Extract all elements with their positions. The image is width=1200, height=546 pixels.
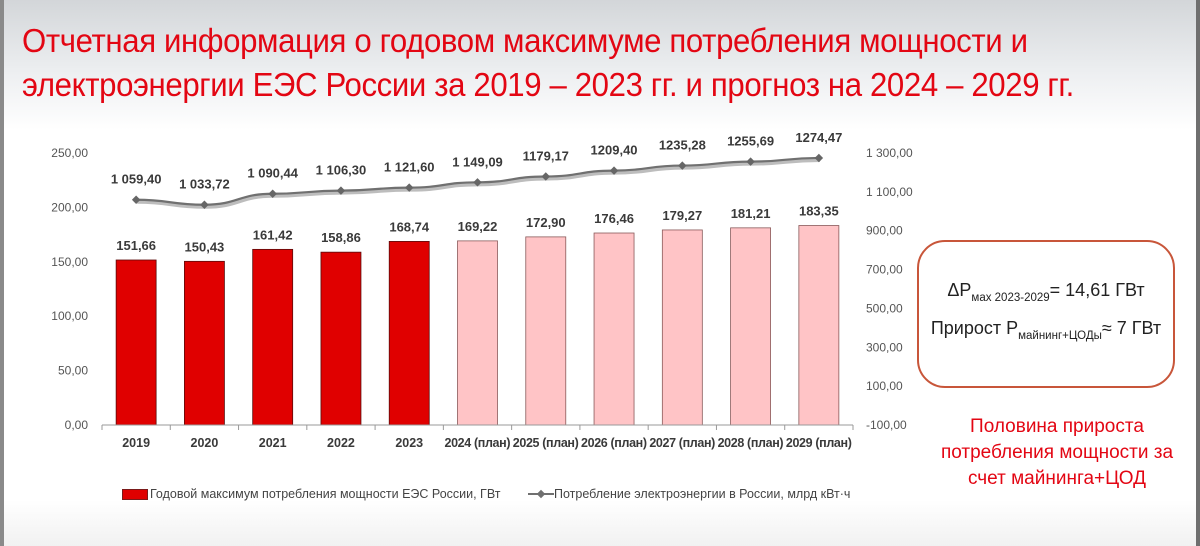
line-value-label: 1 090,44 — [247, 166, 298, 181]
mining-growth-subscript: майнинг+ЦОДы — [1018, 330, 1102, 342]
x-axis-label: 2028 (план) — [718, 436, 784, 450]
bar-2027 (план) — [661, 229, 703, 426]
line-series: 1 059,40 1 033,72 1 090,44 1 106,30 1 121,60… — [111, 130, 842, 209]
delta-pmax-value: = 14,61 ГВт — [1049, 280, 1145, 300]
bar-2021 — [252, 248, 294, 426]
line-value-label: 1235,28 — [659, 138, 706, 153]
x-axis-label: 2023 — [395, 436, 423, 450]
right-axis-tick-label: 1 300,00 — [866, 146, 913, 160]
line-value-label: 1179,17 — [523, 148, 569, 163]
x-axis-label: 2020 — [191, 436, 219, 450]
bar-value-label: 176,46 — [594, 211, 634, 226]
bar-value-label: 179,27 — [662, 208, 702, 223]
slide-title: Отчетная информация о годовом максимуме … — [22, 20, 1110, 108]
bar-value-label: 150,43 — [185, 239, 225, 254]
line-value-label: 1 149,09 — [452, 154, 503, 169]
mining-growth-value: ≈ 7 ГВт — [1101, 318, 1162, 338]
bar-value-label: 172,90 — [526, 215, 566, 230]
bar-series: 151,66 150,43 161,42 158,86 168,74 169,22 172,… — [115, 204, 840, 426]
title-line-2: электроэнергии ЕЭС России за 2019 – 2023… — [22, 67, 1074, 104]
left-axis-ticks: 250,00 200,00 150,00 100,00 50,00 0,00 — [51, 146, 88, 432]
x-axis-label: 2019 — [122, 436, 150, 450]
legend-label-bar: Годовой максимум потребления мощности ЕЭ… — [150, 487, 501, 501]
bar-value-label: 169,22 — [458, 219, 498, 234]
x-axis-label: 2024 (план) — [445, 436, 511, 450]
right-axis-tick-label: 500,00 — [866, 301, 903, 315]
bar-legend-swatch-icon — [122, 488, 148, 500]
conclusion-note: Половина прироста потребления мощности з… — [912, 414, 1200, 492]
bar-2023 — [388, 241, 430, 426]
bar-value-label: 158,86 — [321, 230, 361, 245]
note-line-1: Половина прироста — [970, 416, 1144, 437]
left-axis-tick-label: 50,00 — [58, 364, 88, 378]
mining-growth-line: Прирост Pмайнинг+ЦОДы≈ 7 ГВт — [919, 318, 1173, 342]
line-value-label: 1 106,30 — [316, 163, 367, 178]
right-axis-tick-label: 300,00 — [866, 340, 903, 354]
bar-value-label: 168,74 — [389, 219, 430, 234]
left-axis-tick-label: 150,00 — [51, 255, 88, 269]
x-axis-label: 2021 — [259, 436, 287, 450]
right-axis-tick-label: 700,00 — [866, 263, 903, 277]
bar-2028 (план) — [730, 227, 771, 426]
note-line-2: потребления мощности за — [940, 442, 1174, 463]
delta-pmax-subscript: мах 2023-2029 — [971, 292, 1050, 304]
x-axis — [101, 424, 854, 430]
line-legend-marker-icon — [528, 489, 554, 499]
slide-border-right — [1196, 0, 1200, 546]
summary-callout: ΔPмах 2023-2029= 14,61 ГВт Прирост Pмайн… — [917, 240, 1175, 388]
line-value-label: 1 059,40 — [111, 172, 162, 187]
bar-value-label: 161,42 — [253, 227, 293, 242]
left-axis-tick-label: 100,00 — [51, 309, 88, 323]
legend-label-line: Потребление электроэнергии в России, млр… — [554, 487, 851, 501]
line-value-label: 1255,69 — [727, 134, 774, 149]
line-marker-icon — [336, 186, 346, 195]
title-line-1: Отчетная информация о годовом максимуме … — [22, 23, 1028, 60]
left-axis-tick-label: 200,00 — [51, 200, 88, 214]
line-marker-icon — [404, 183, 414, 192]
bar-value-label: 181,21 — [731, 206, 771, 221]
bar-2024 (план) — [457, 240, 498, 426]
x-axis-label: 2025 (план) — [513, 436, 579, 450]
line-value-label: 1 121,60 — [384, 160, 435, 175]
line-value-label: 1274,47 — [795, 130, 842, 145]
delta-pmax-label: ΔP — [947, 280, 972, 300]
line-marker-icon — [268, 189, 277, 198]
line-marker-icon — [473, 178, 482, 187]
x-axis-label: 2027 (план) — [649, 436, 715, 450]
x-axis-labels: 2019 2020 2021 2022 2023 2024 (план) 2025 (пла… — [122, 436, 852, 450]
bar-value-label: 183,35 — [799, 204, 839, 219]
line-value-label: 1 033,72 — [179, 177, 230, 192]
x-axis-label: 2029 (план) — [786, 436, 852, 450]
bar-2022 — [320, 251, 362, 426]
note-line-3: счет майнинга+ЦОД — [968, 468, 1146, 489]
right-axis-ticks: 1 300,00 1 100,00 900,00 700,00 500,00 300,00… — [866, 146, 913, 432]
bar-2020 — [184, 260, 225, 426]
x-axis-label: 2022 — [327, 436, 355, 450]
line-marker-icon — [131, 195, 141, 204]
bar-value-label: 151,66 — [116, 238, 156, 253]
right-axis-tick-label: 100,00 — [866, 379, 903, 393]
legend-item-line: Потребление электроэнергии в России, млр… — [528, 487, 850, 501]
bar-2025 (план) — [525, 236, 567, 426]
line-value-label: 1209,40 — [591, 143, 638, 158]
right-axis-tick-label: -100,00 — [866, 418, 907, 432]
right-axis-tick-label: 1 100,00 — [866, 185, 913, 199]
left-axis-tick-label: 0,00 — [65, 418, 89, 432]
line-marker-icon — [200, 200, 209, 209]
right-axis-tick-label: 900,00 — [866, 224, 903, 238]
legend-item-bar: Годовой максимум потребления мощности ЕЭ… — [122, 487, 500, 501]
delta-pmax-line: ΔPмах 2023-2029= 14,61 ГВт — [919, 280, 1173, 304]
left-axis-tick-label: 250,00 — [51, 146, 88, 160]
bar-2029 (план) — [798, 225, 840, 426]
slide-border-left — [0, 0, 4, 546]
bar-2026 (план) — [593, 232, 635, 426]
x-axis-label: 2026 (план) — [581, 436, 647, 450]
mining-growth-label: Прирост P — [930, 318, 1019, 338]
bar-2019 — [115, 259, 157, 426]
